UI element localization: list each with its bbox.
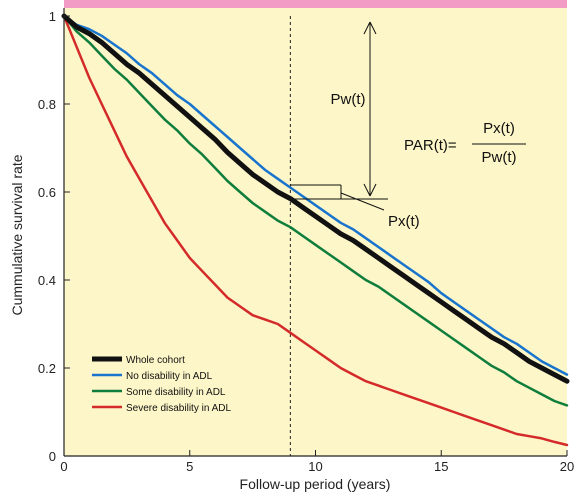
top-band [64,0,567,8]
y-tick-label: 0.2 [38,361,56,376]
series-line-3 [62,14,569,447]
x-tick-label: 0 [60,459,67,474]
pw-arrow-head-top [363,21,377,35]
x-tick-label: 20 [560,459,574,474]
x-tick-label: 10 [308,459,322,474]
series-line-1 [62,14,569,376]
legend-label: No disability in ADL [126,371,213,382]
pw-label: Pw(t) [331,91,366,108]
legend-label: Some disability in ADL [126,387,226,398]
y-tick-label: 0.6 [38,185,56,200]
legend-label: Whole cohort [126,355,185,366]
x-tick-label: 15 [434,459,448,474]
y-tick-label: 1 [49,9,56,24]
par-denominator: Pw(t) [482,149,517,166]
pw-arrow-head-bottom [363,183,377,197]
par-numerator: Px(t) [483,120,515,137]
legend: Whole cohort No disability in ADL Some dis… [92,355,231,414]
y-tick-label: 0.4 [38,273,56,288]
par-annotation: Pw(t) Px(t) PAR(t)= Px(t) Pw(t) [290,21,526,230]
x-tick-label: 5 [186,459,193,474]
px-label: Px(t) [388,213,420,230]
y-tick-label: 0 [49,449,56,464]
x-axis-title: Follow-up period (years) [240,476,391,492]
px-leader [340,192,385,211]
y-axis-title: Cummulative survival rate [9,154,25,315]
par-prefix: PAR(t)= [404,137,457,154]
y-tick-label: 0.8 [38,97,56,112]
series-line-2 [62,14,569,407]
legend-label: Severe disability in ADL [126,403,231,414]
series-line-0 [61,13,570,384]
